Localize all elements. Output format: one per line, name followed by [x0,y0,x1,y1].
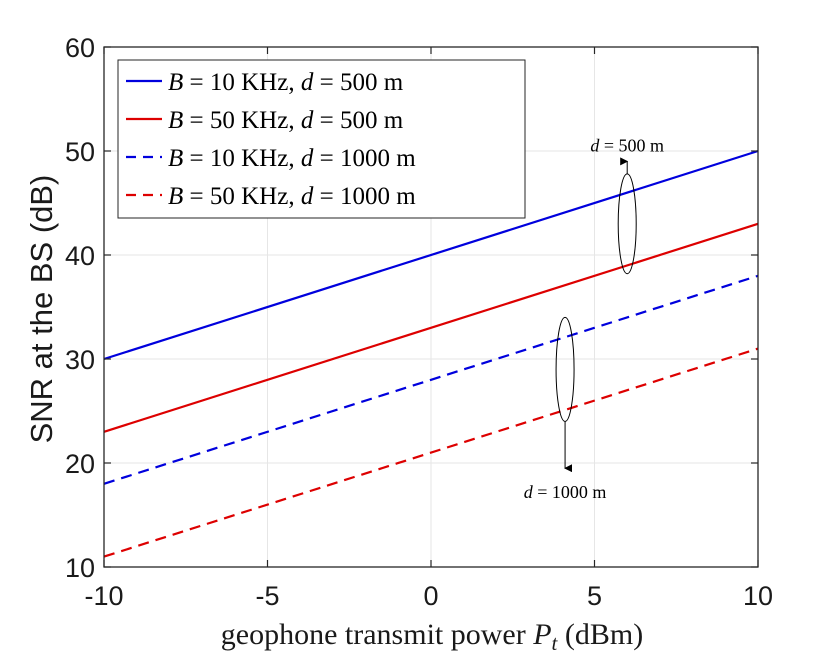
y-tick-label: 30 [65,345,95,375]
annotation-label-1: d = 500 m [590,135,664,155]
legend-entry-2: B = 50 KHz, d = 500 m [168,107,404,134]
axis-ticks: -10 -5 0 5 10 10 20 30 40 50 60 [65,33,773,611]
x-axis-label-unit: (dBm) [557,618,643,651]
legend-entry-part: = 1000 m [313,145,416,172]
legend-entry-part: d [301,107,314,134]
annotation-label-var: d [590,135,600,155]
legend-entry-part: = 10 KHz, [183,69,301,96]
legend-entry-part: d [301,183,314,210]
y-tick-label: 40 [65,241,95,271]
legend-entry-part: B [168,69,183,96]
legend-entry-3: B = 10 KHz, d = 1000 m [168,145,416,172]
annotation-label-2: d = 1000 m [524,482,607,502]
y-tick-label: 10 [65,553,95,583]
annotation-label-var: d [524,482,534,502]
legend-entry-part: d [301,145,314,172]
x-tick-label: 0 [423,581,438,611]
y-tick-label: 20 [65,449,95,479]
annotations: d = 500 md = 1000 m [524,135,664,502]
legend-entry-part: = 500 m [313,107,403,134]
legend-entry-4: B = 50 KHz, d = 1000 m [168,183,416,210]
legend-entry-1: B = 10 KHz, d = 500 m [168,69,404,96]
annotation-label-rest: = 500 m [599,135,664,155]
legend-entry-part: d [301,69,314,96]
series-line-1 [103,149,759,361]
x-axis-label-main: geophone transmit power [221,618,533,651]
series-line-4 [103,347,759,558]
y-tick-label: 60 [65,33,95,63]
annotation-label-rest: = 1000 m [533,482,607,502]
legend-entry-part: B [168,183,183,210]
series-lines [103,149,759,558]
x-tick-label: -10 [84,581,123,611]
x-axis-label: geophone transmit power Pt (dBm) [221,618,643,655]
legend-entry-part: B [168,107,183,134]
legend-entry-part: = 1000 m [313,183,416,210]
legend-entry-part: = 10 KHz, [183,145,301,172]
legend-box [117,59,526,219]
y-tick-label: 50 [65,137,95,167]
legend-entry-part: = 50 KHz, [183,183,301,210]
series-line-2 [103,222,759,433]
legend-entry-part: = 500 m [313,69,403,96]
x-axis-label-var: P [532,618,551,651]
y-axis-label: SNR at the BS (dB) [24,175,59,444]
x-tick-label: -5 [255,581,279,611]
legend-entry-part: = 50 KHz, [183,107,301,134]
series-line-3 [103,274,759,485]
x-axis-label-sub: t [552,631,559,655]
x-tick-label: 5 [587,581,602,611]
x-tick-label: 10 [743,581,773,611]
legend: B = 10 KHz, d = 500 mB = 50 KHz, d = 500… [117,59,526,219]
legend-entry-part: B [168,145,183,172]
